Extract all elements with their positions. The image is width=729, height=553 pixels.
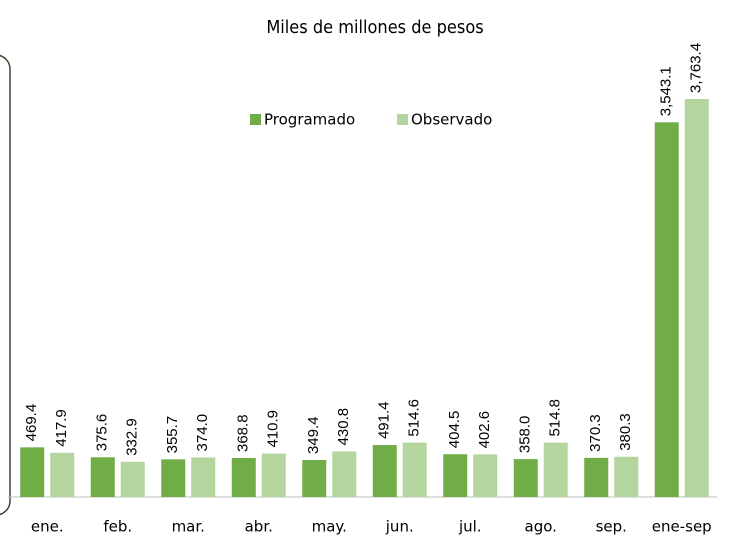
bar (654, 122, 679, 498)
value-label: 370.3 (587, 414, 604, 452)
legend-label: Programado (264, 111, 355, 129)
value-label: 417.9 (53, 409, 70, 447)
frame (0, 54, 11, 516)
x-tick-label: ene. (31, 518, 64, 536)
bar (120, 461, 145, 497)
bar (261, 453, 286, 497)
bar (372, 445, 397, 497)
bar (231, 457, 256, 497)
bar (543, 442, 568, 497)
bar (402, 442, 427, 497)
value-label: 375.6 (94, 414, 111, 452)
value-label: 404.5 (446, 411, 463, 449)
value-label: 332.9 (124, 418, 141, 456)
bar (684, 99, 709, 497)
x-tick-label: mar. (172, 518, 205, 536)
value-label: 349.4 (305, 417, 322, 455)
x-tick-label: feb. (103, 518, 132, 536)
value-label: 355.7 (164, 416, 181, 454)
bar (20, 447, 45, 497)
value-label: 491.4 (376, 401, 393, 439)
bar (332, 451, 357, 497)
bar (50, 452, 75, 497)
value-label: 469.4 (23, 404, 40, 442)
bar (473, 454, 498, 497)
bar (90, 457, 115, 497)
bar (513, 459, 538, 497)
bar (614, 456, 639, 497)
value-label: 514.8 (547, 399, 564, 437)
x-tick-label: abr. (245, 518, 273, 536)
x-tick-label: jul. (458, 518, 482, 536)
x-tick-label: sep. (596, 518, 627, 536)
legend-swatch (397, 114, 408, 125)
bar (161, 459, 186, 497)
x-tick-label: ene-sep (652, 518, 712, 536)
value-label: 358.0 (517, 416, 534, 454)
legend-swatch (250, 114, 261, 125)
value-label: 514.6 (406, 399, 423, 437)
x-tick-label: may. (312, 518, 347, 536)
x-tick-label: ago. (525, 518, 557, 536)
value-label: 402.6 (476, 411, 493, 449)
bar (443, 454, 468, 497)
value-label: 3,543.1 (658, 66, 675, 116)
bar (584, 457, 609, 497)
value-label: 374.0 (194, 414, 211, 452)
value-label: 368.8 (235, 414, 252, 452)
value-label: 3,763.4 (688, 43, 705, 93)
chart-title: Miles de millones de pesos (266, 17, 483, 38)
legend-label: Observado (411, 111, 492, 129)
value-label: 380.3 (617, 413, 634, 451)
bar (302, 460, 327, 497)
x-tick-label: jun. (385, 518, 414, 536)
value-label: 430.8 (335, 408, 352, 446)
value-label: 410.9 (265, 410, 282, 448)
bar (191, 457, 216, 497)
